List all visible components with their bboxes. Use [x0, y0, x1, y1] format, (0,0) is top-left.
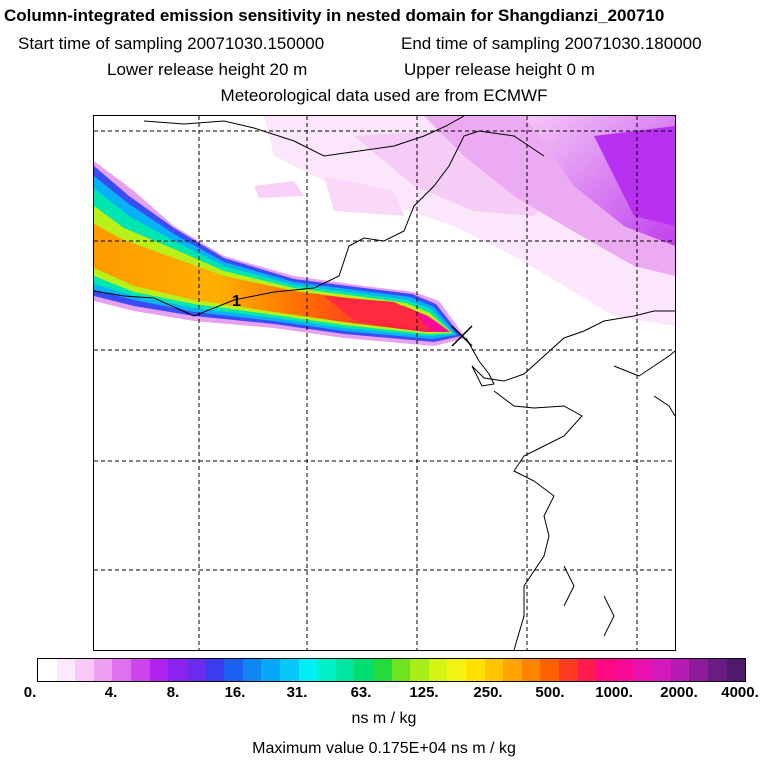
- legend-tick-label: 8.: [166, 684, 180, 701]
- legend-color-segment: [93, 659, 113, 681]
- contour-label: 1: [232, 293, 241, 310]
- legend-tick-label: 125.: [409, 684, 439, 701]
- legend-color-segment: [298, 659, 318, 681]
- legend-color-segment: [707, 659, 727, 681]
- legend-color-segment: [447, 659, 467, 681]
- legend-color-segment: [205, 659, 225, 681]
- legend-color-segment: [261, 659, 280, 681]
- legend-color-segment: [652, 659, 671, 681]
- lat-lon-grid: [94, 116, 675, 650]
- legend-color-segment: [726, 659, 746, 681]
- legend-color-segment: [149, 659, 169, 681]
- legend-color-segment: [391, 659, 411, 681]
- legend-color-segment: [131, 659, 150, 681]
- legend-color-segment: [242, 659, 262, 681]
- maximum-value-label: Maximum value 0.175E+04 ns m / kg: [252, 740, 516, 757]
- end-time-label: End time of sampling 20071030.180000: [401, 34, 702, 53]
- legend-color-segment: [670, 659, 690, 681]
- legend-tick-label: 16.: [224, 684, 246, 701]
- legend-color-segment: [503, 659, 522, 681]
- legend-tick-label: 4.: [104, 684, 118, 701]
- legend-color-segment: [466, 659, 485, 681]
- legend-color-segment: [317, 659, 336, 681]
- legend-color-segment: [540, 659, 560, 681]
- map-canvas: 1: [94, 116, 675, 650]
- legend-tick-label: 500.: [535, 684, 565, 701]
- plot-title: Column-integrated emission sensitivity i…: [4, 6, 665, 25]
- low-sensitivity-field: [254, 116, 675, 326]
- legend-color-segment: [614, 659, 634, 681]
- legend-tick-label: 31.: [286, 684, 308, 701]
- color-legend-bar: [37, 658, 746, 682]
- legend-color-segment: [410, 659, 429, 681]
- sensitivity-map: 1: [93, 115, 676, 651]
- legend-color-segment: [112, 659, 132, 681]
- legend-color-segment: [689, 659, 708, 681]
- legend-color-segment: [596, 659, 615, 681]
- upper-release-height-label: Upper release height 0 m: [404, 60, 595, 79]
- legend-tick-label: 0.: [23, 684, 37, 701]
- legend-color-segment: [168, 659, 187, 681]
- legend-tick-label: 4000.: [721, 684, 759, 701]
- legend-color-segment: [484, 659, 504, 681]
- start-time-label: Start time of sampling 20071030.150000: [18, 34, 325, 53]
- legend-color-segment: [75, 659, 94, 681]
- legend-tick-label: 63.: [350, 684, 372, 701]
- legend-color-segment: [372, 659, 392, 681]
- legend-units-label: ns m / kg: [351, 710, 417, 727]
- legend-color-segment: [335, 659, 355, 681]
- legend-color-segment: [633, 659, 653, 681]
- release-site-x-marker-icon: [451, 325, 473, 347]
- legend-color-segment: [521, 659, 541, 681]
- legend-tick-label: 1000.: [595, 684, 633, 701]
- met-data-label: Meteorological data used are from ECMWF: [220, 86, 548, 105]
- legend-color-segment: [279, 659, 299, 681]
- legend-color-segment: [577, 659, 597, 681]
- legend-tick-label: 250.: [473, 684, 503, 701]
- legend-color-segment: [428, 659, 448, 681]
- lower-release-height-label: Lower release height 20 m: [107, 60, 308, 79]
- legend-tick-label: 2000.: [660, 684, 698, 701]
- legend-color-segment: [559, 659, 578, 681]
- legend-color-segment: [224, 659, 243, 681]
- legend-color-segment: [354, 659, 373, 681]
- legend-color-segment: [38, 659, 57, 681]
- coastlines: [94, 116, 675, 650]
- legend-color-segment: [56, 659, 76, 681]
- legend-color-segment: [186, 659, 206, 681]
